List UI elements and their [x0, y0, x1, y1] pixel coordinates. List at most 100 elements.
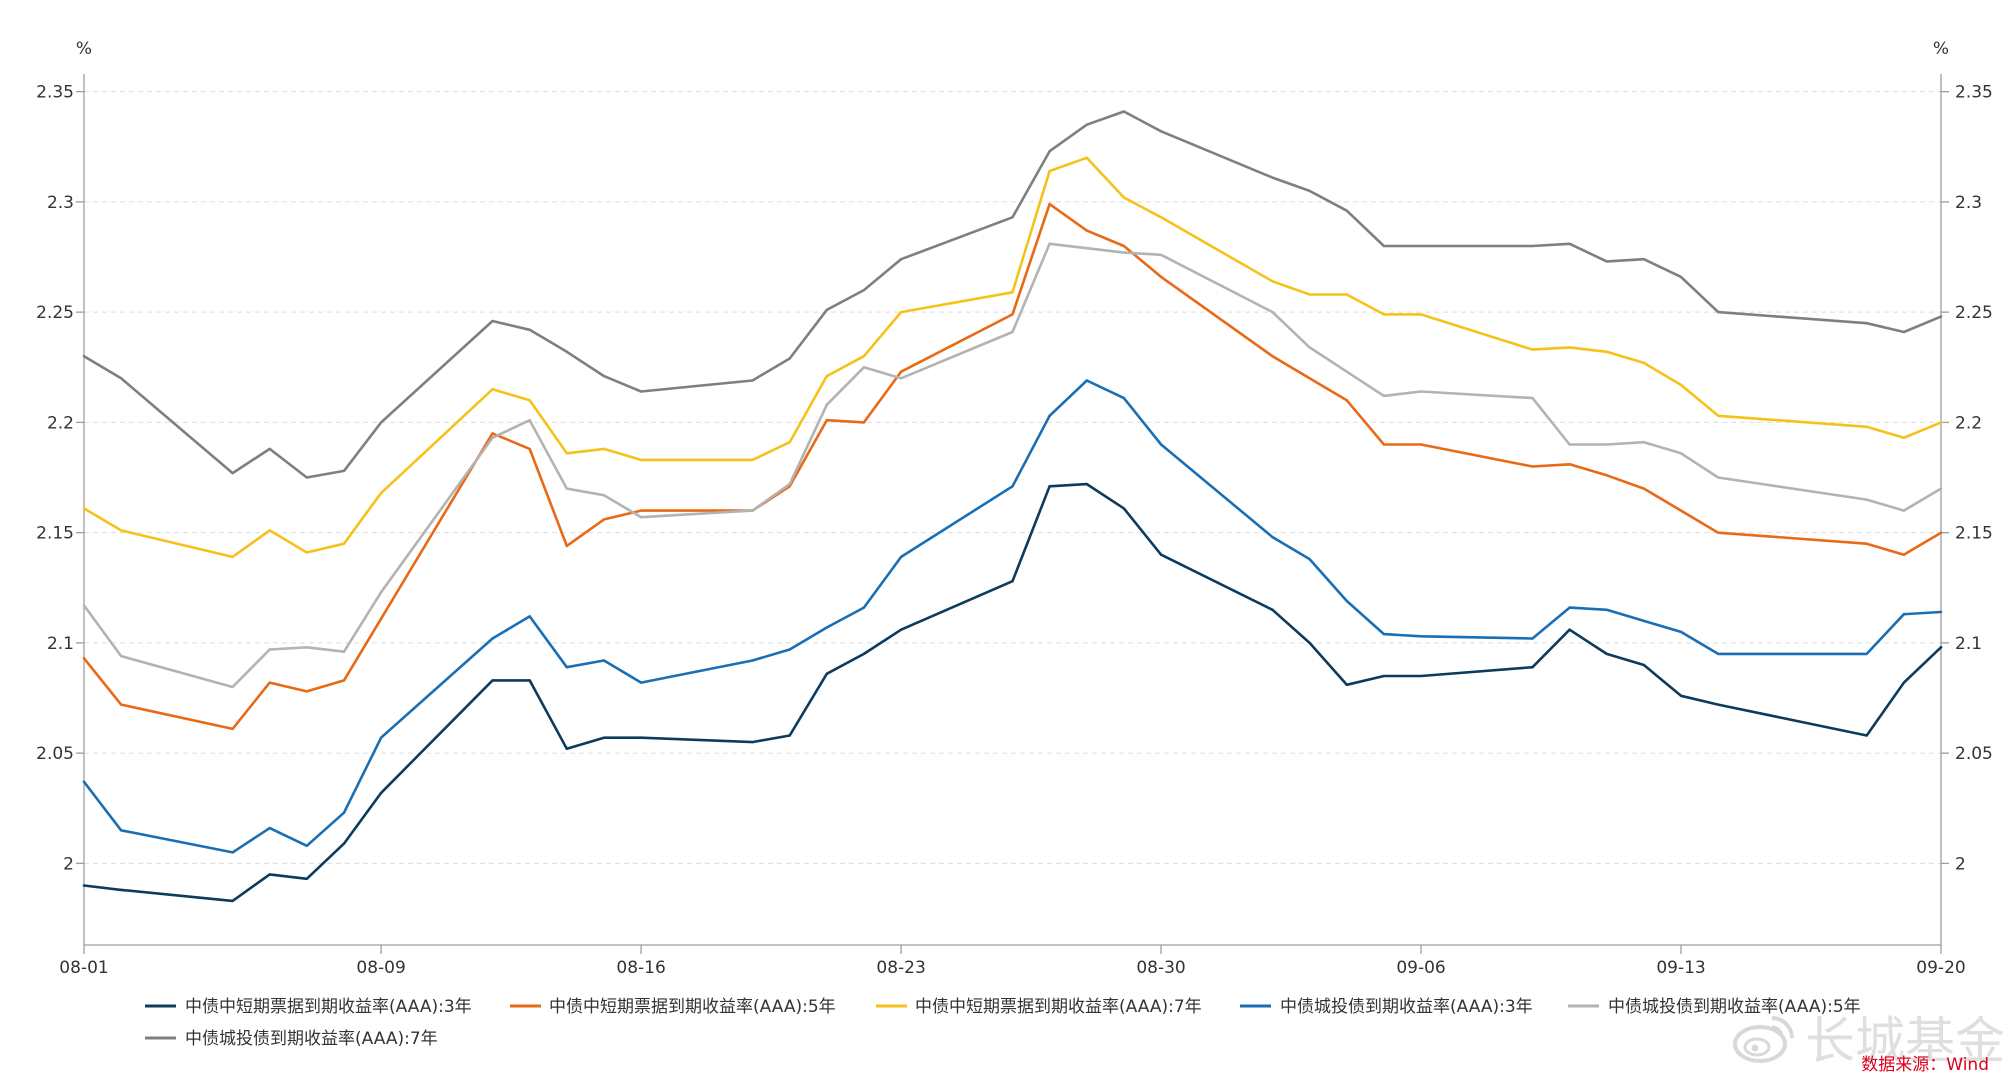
- data-point: [1568, 346, 1571, 349]
- data-point: [119, 654, 123, 658]
- data-point: [862, 355, 866, 358]
- data-point: [342, 679, 346, 682]
- data-point: [1531, 396, 1534, 400]
- data-point: [862, 421, 866, 424]
- data-point: [119, 888, 123, 892]
- data-point: [1345, 599, 1349, 603]
- series-4: [82, 379, 1943, 854]
- series-3: [82, 156, 1943, 559]
- data-point: [1679, 275, 1683, 279]
- data-point: [1048, 202, 1051, 206]
- y-axis-ticks-right: 2 2.05 2.1 2.15 2.2 2.25 2.3 2.35: [1941, 83, 1993, 874]
- data-point: [1011, 291, 1014, 294]
- data-point: [268, 447, 271, 451]
- data-point: [1048, 169, 1051, 173]
- weibo-logo-arc-inner: [1771, 1025, 1784, 1038]
- y-tick-label-right: 2.15: [1955, 524, 1993, 544]
- data-point: [1717, 414, 1720, 417]
- data-point: [1122, 196, 1126, 199]
- data-point: [1419, 674, 1423, 678]
- data-point: [305, 551, 308, 554]
- data-point: [1642, 441, 1646, 444]
- data-point: [751, 509, 754, 512]
- data-point: [268, 826, 271, 830]
- data-point: [342, 469, 346, 473]
- y-tick-label-left: 2.1: [47, 634, 74, 654]
- weibo-logo-eye: [1751, 1044, 1759, 1052]
- data-point: [231, 685, 234, 689]
- data-point: [602, 518, 606, 521]
- data-point: [899, 377, 903, 380]
- data-point: [1531, 244, 1534, 248]
- y-tick-label-left: 2.05: [36, 744, 74, 764]
- data-point: [119, 829, 123, 832]
- data-point: [565, 747, 568, 750]
- data-point: [639, 516, 643, 519]
- data-point: [1122, 396, 1126, 400]
- y-tick-label-left: 2.15: [36, 524, 74, 544]
- x-tick-label: 08-30: [1136, 958, 1185, 978]
- weibo-logo-body: [1733, 1025, 1787, 1063]
- data-point: [119, 377, 123, 380]
- x-tick-label: 08-16: [616, 958, 665, 978]
- data-point: [1122, 110, 1126, 113]
- data-point: [1419, 244, 1423, 248]
- data-point: [1717, 310, 1720, 314]
- weibo-logo-inner: [1743, 1037, 1771, 1057]
- data-point: [825, 374, 828, 378]
- data-point: [1419, 635, 1423, 638]
- data-point: [305, 646, 308, 649]
- y-tick-label-left: 2.25: [36, 303, 74, 323]
- data-point: [1271, 280, 1274, 283]
- data-point: [82, 507, 86, 510]
- data-point: [862, 606, 866, 609]
- x-tick-label: 08-09: [356, 958, 405, 978]
- legend-label: 中债城投债到期收益率(AAA):5年: [1608, 997, 1861, 1017]
- data-point: [1865, 652, 1868, 656]
- data-point: [1382, 632, 1386, 636]
- data-point: [491, 679, 494, 682]
- data-point: [639, 458, 643, 462]
- data-point: [1939, 421, 1943, 424]
- y-tick-label-right: 2.1: [1955, 634, 1982, 654]
- legend-item: 中债城投债到期收益率(AAA):5年: [1568, 997, 1861, 1017]
- data-point: [1271, 608, 1274, 611]
- data-point: [639, 681, 643, 684]
- data-point: [1865, 734, 1868, 737]
- data-point: [1939, 315, 1943, 318]
- data-point: [528, 399, 531, 402]
- data-point: [1902, 613, 1906, 616]
- data-point: [1568, 628, 1571, 631]
- data-point: [1085, 247, 1089, 250]
- x-axis-ticks: 08-01 08-09 08-16 08-23 08-30 09-06 09-13 09-20: [59, 945, 1966, 978]
- data-point: [1011, 330, 1014, 334]
- series-line-3: [82, 156, 1943, 559]
- data-point: [1159, 130, 1163, 133]
- data-point: [1271, 355, 1274, 358]
- data-point: [825, 403, 828, 406]
- legend-label: 中债城投债到期收益率(AAA):3年: [1280, 997, 1533, 1017]
- legend-label: 中债城投债到期收益率(AAA):7年: [185, 1029, 438, 1049]
- data-point: [119, 529, 123, 532]
- y-tick-label-right: 2.35: [1955, 83, 1993, 103]
- data-point: [1419, 390, 1423, 393]
- data-point: [1048, 485, 1051, 488]
- data-point: [1271, 535, 1274, 539]
- data-point: [1531, 666, 1534, 669]
- data-point: [528, 615, 531, 618]
- data-point: [528, 447, 531, 451]
- data-point: [528, 419, 531, 422]
- data-point: [342, 811, 346, 814]
- data-point: [231, 899, 234, 903]
- data-point: [1568, 463, 1571, 466]
- data-point: [602, 494, 606, 497]
- legend-item: 中债城投债到期收益率(AAA):3年: [1240, 997, 1533, 1017]
- weibo-logo-icon: [1733, 1016, 1794, 1063]
- data-point: [1159, 216, 1163, 219]
- data-point: [1568, 242, 1571, 245]
- data-point: [82, 780, 86, 783]
- series-line-2: [82, 202, 1943, 731]
- data-point: [1159, 553, 1163, 556]
- data-point: [1642, 663, 1646, 667]
